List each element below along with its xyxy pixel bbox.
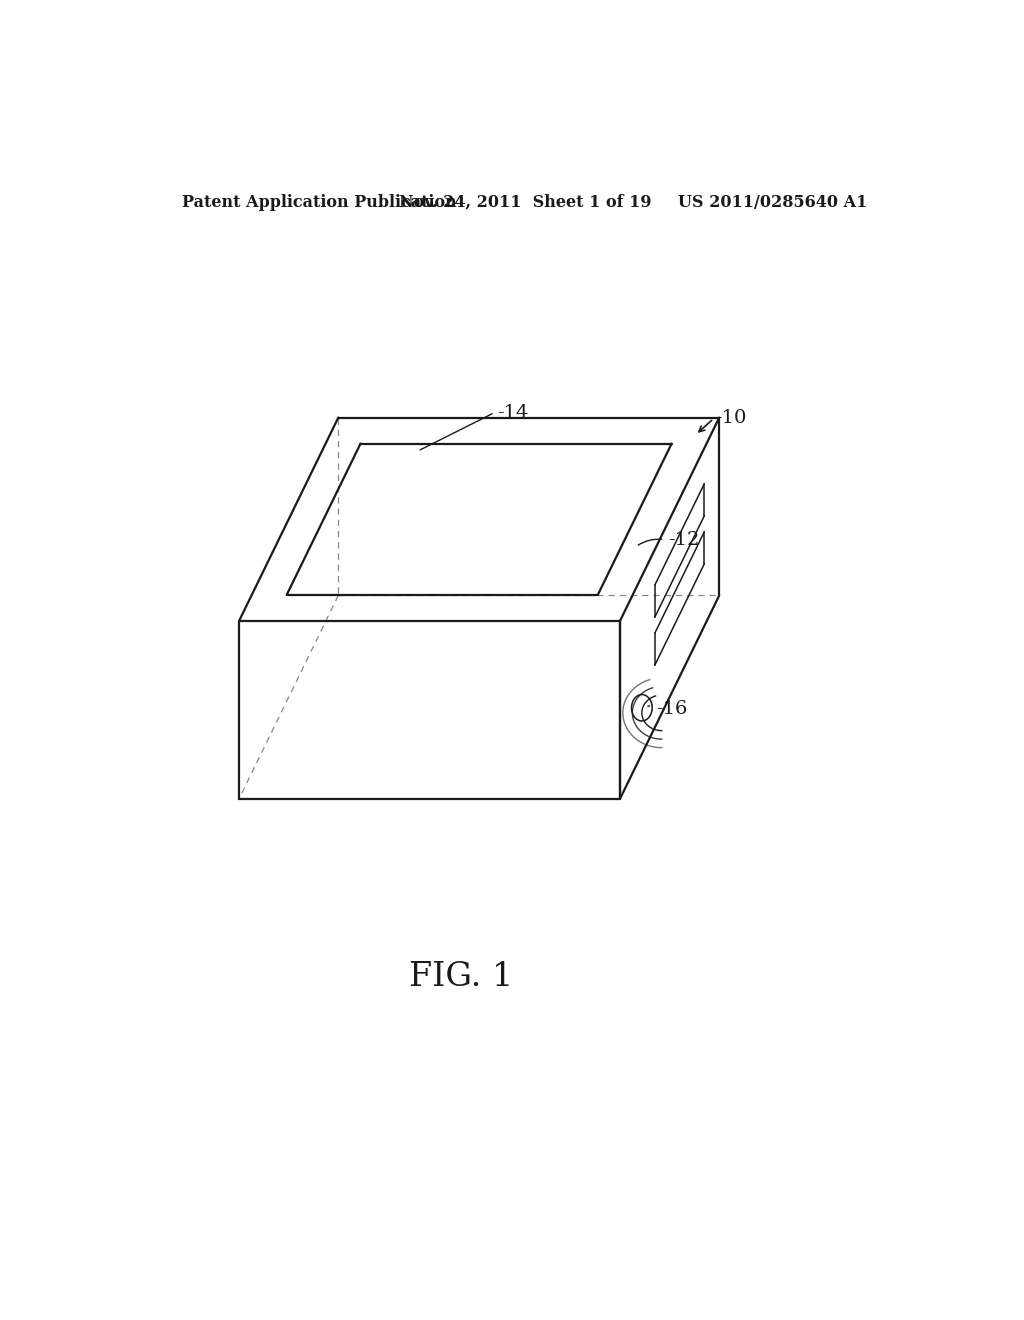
Text: -10: -10	[715, 409, 746, 426]
Text: -12: -12	[668, 531, 699, 549]
Text: FIG. 1: FIG. 1	[410, 961, 513, 993]
Text: -16: -16	[655, 701, 687, 718]
Text: Patent Application Publication: Patent Application Publication	[182, 194, 457, 211]
Text: Nov. 24, 2011  Sheet 1 of 19: Nov. 24, 2011 Sheet 1 of 19	[398, 194, 651, 211]
Text: US 2011/0285640 A1: US 2011/0285640 A1	[678, 194, 867, 211]
Text: -14: -14	[497, 404, 528, 421]
